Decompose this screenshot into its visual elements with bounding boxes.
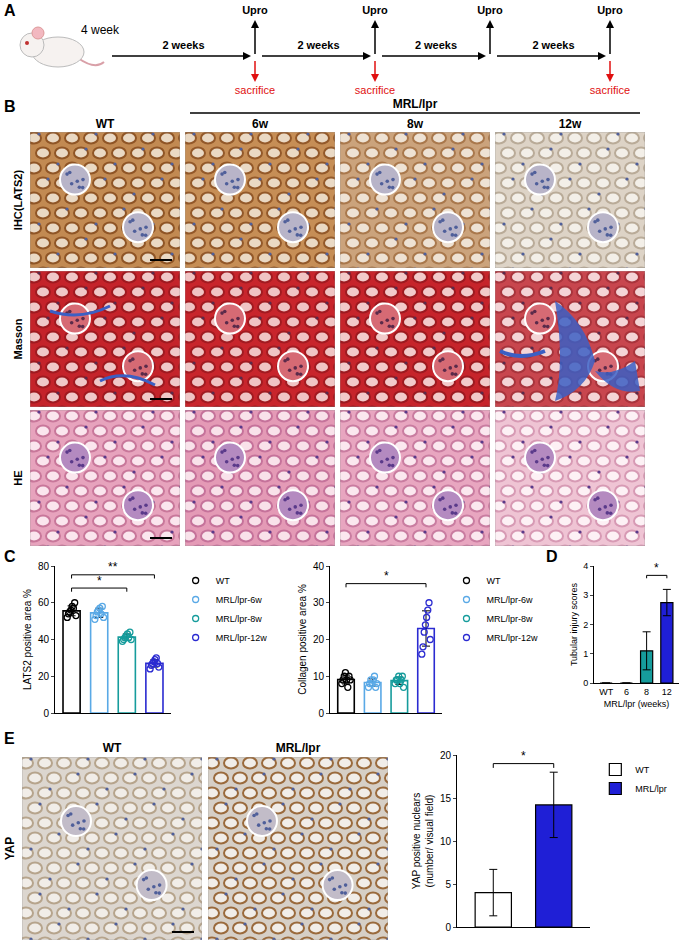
svg-text:WT: WT [635,765,649,775]
svg-text:0: 0 [318,708,324,719]
svg-text:MRL/lpr-8w: MRL/lpr-8w [216,614,263,624]
svg-text:2 weeks: 2 weeks [532,39,574,51]
svg-text:1: 1 [583,649,588,659]
svg-text:10: 10 [440,836,452,847]
svg-text:WT: WT [103,741,122,755]
svg-text:80: 80 [38,561,50,572]
svg-text:D: D [546,548,558,565]
svg-text:20: 20 [38,671,50,682]
svg-text:20: 20 [313,634,325,645]
svg-text:sacrifice: sacrifice [235,84,275,96]
svg-text:20: 20 [440,750,452,761]
svg-text:30: 30 [313,597,325,608]
svg-text:12w: 12w [559,117,582,131]
svg-text:40: 40 [313,561,325,572]
svg-text:40: 40 [38,634,50,645]
svg-text:MRL/lpr-8w: MRL/lpr-8w [486,614,533,624]
svg-text:15: 15 [440,793,452,804]
svg-text:0: 0 [43,708,49,719]
svg-text:4: 4 [583,561,588,571]
svg-text:Upro: Upro [477,4,503,16]
svg-text:2 weeks: 2 weeks [297,39,339,51]
svg-text:2 weeks: 2 weeks [415,39,457,51]
svg-text:Collagen positive area %: Collagen positive area % [297,584,308,695]
svg-text:HE: HE [12,470,24,485]
svg-text:8w: 8w [407,117,424,131]
svg-text:MRL/lpr: MRL/lpr [635,784,667,794]
svg-text:*: * [384,569,389,583]
svg-text:WT: WT [599,687,613,697]
svg-text:MRL/lpr-12w: MRL/lpr-12w [216,633,268,643]
svg-text:3: 3 [583,590,588,600]
svg-text:*: * [521,749,526,763]
svg-text:12: 12 [662,687,672,697]
svg-text:MRL/lpr: MRL/lpr [276,741,321,755]
svg-text:Tubular injury scores: Tubular injury scores [569,582,579,666]
svg-text:YAP positive nuclears(number/: YAP positive nuclears(number/ visual fie… [411,793,435,889]
svg-text:Upro: Upro [597,4,623,16]
svg-text:C: C [4,548,16,565]
svg-text:Upro: Upro [242,4,268,16]
svg-text:IHC(LATS2): IHC(LATS2) [12,170,24,231]
svg-text:8: 8 [644,687,649,697]
svg-text:E: E [4,730,15,747]
svg-text:2 weeks: 2 weeks [162,39,204,51]
svg-text:B: B [4,98,16,115]
svg-text:MRL/lpr-12w: MRL/lpr-12w [486,633,538,643]
svg-text:4 week: 4 week [81,23,120,37]
svg-text:60: 60 [38,597,50,608]
svg-text:A: A [4,2,16,19]
svg-text:Masson: Masson [12,318,24,359]
svg-text:0: 0 [583,678,588,688]
svg-text:MRL/lpr-6w: MRL/lpr-6w [486,595,533,605]
svg-text:*: * [654,561,659,575]
svg-text:MRL/lpr (weeks): MRL/lpr (weeks) [604,699,670,709]
svg-text:MRL/lpr-6w: MRL/lpr-6w [216,595,263,605]
svg-text:6: 6 [624,687,629,697]
svg-text:2: 2 [583,620,588,630]
svg-text:sacrifice: sacrifice [355,84,395,96]
svg-text:MRL/lpr: MRL/lpr [393,97,438,111]
svg-text:YAP: YAP [3,837,17,861]
svg-text:**: ** [108,560,118,574]
svg-text:sacrifice: sacrifice [590,84,630,96]
svg-text:10: 10 [313,671,325,682]
svg-text:Upro: Upro [362,4,388,16]
svg-text:LATS2 positive area %: LATS2 positive area % [22,589,33,690]
svg-text:WT: WT [216,576,230,586]
svg-text:6w: 6w [252,117,269,131]
svg-text:WT: WT [96,117,115,131]
svg-text:WT: WT [486,576,500,586]
svg-text:*: * [97,574,102,588]
svg-text:5: 5 [445,879,451,890]
svg-text:0: 0 [445,922,451,933]
